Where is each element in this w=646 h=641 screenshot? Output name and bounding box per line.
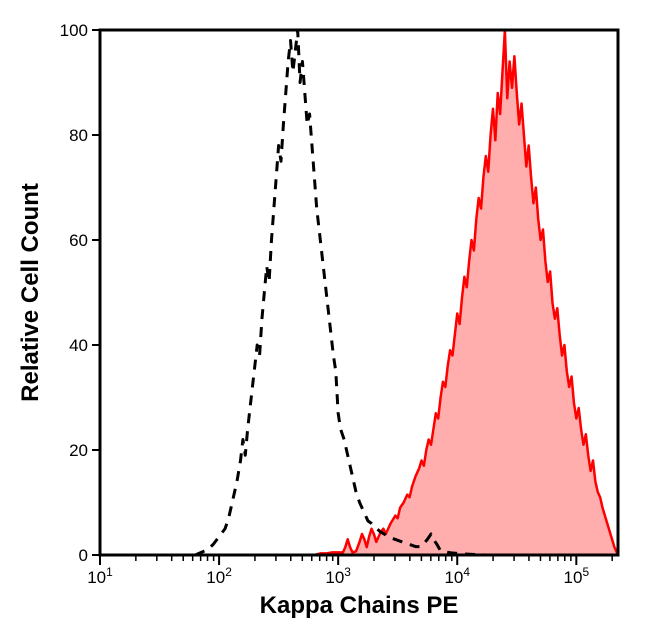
y-tick-label: 20	[69, 441, 88, 460]
y-tick-label: 0	[79, 546, 88, 565]
y-tick-label: 80	[69, 126, 88, 145]
y-tick-label: 40	[69, 336, 88, 355]
x-axis-title: Kappa Chains PE	[260, 592, 459, 619]
y-axis-title: Relative Cell Count	[17, 183, 44, 402]
y-tick-label: 100	[60, 21, 88, 40]
y-tick-label: 60	[69, 231, 88, 250]
chart-container: 020406080100101102103104105Kappa Chains …	[0, 0, 646, 641]
histogram-chart: 020406080100101102103104105Kappa Chains …	[0, 0, 646, 641]
